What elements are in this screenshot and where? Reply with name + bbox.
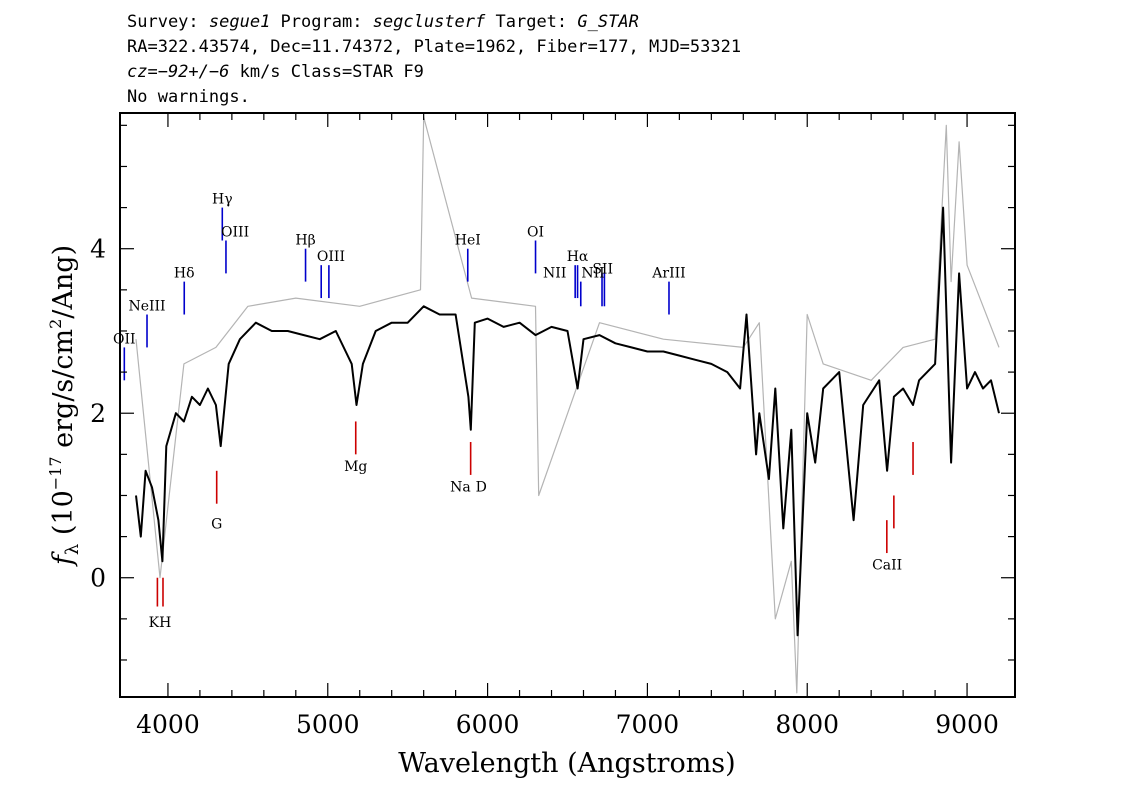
y-tick-label: 0 [90,564,106,593]
spectral-line-label: Hδ [174,266,195,282]
spectral-line-label: D [476,479,487,495]
spectral-line-label: NII [581,266,604,282]
header-line-4: No warnings. [127,87,250,107]
spectral-line-label: OI [527,224,544,240]
noise-series-line [135,116,1000,694]
spectral-line-label: OIII [317,249,345,265]
x-tick-label: 6000 [456,710,520,739]
spectral-line-label: NII [543,266,566,282]
x-axis-title: Wavelength (Angstroms) [398,748,735,779]
spectral-line-label: KH [149,615,172,631]
plot-frame [119,112,1016,698]
header-line-1: Survey: segue1 Program: segclusterf Targ… [127,12,639,32]
spectral-line-label: OII [113,331,136,347]
spectral-line-label: OIII [221,224,249,240]
flux-series-line [135,206,1000,637]
spectral-line-label: Hγ [212,191,233,207]
x-tick-label: 9000 [935,710,999,739]
spectral-line-label: Na [450,479,471,495]
header-line-3: cz=−92+/−6 km/s Class=STAR F9 [127,62,424,82]
x-tick-label: 5000 [296,710,360,739]
y-tick-label: 2 [90,399,106,428]
redshift-value: cz=−92+/−6 [127,62,230,82]
spectral-line-label: G [211,516,222,532]
y-axis-title: fλ (10−17 erg/s/cm2/Ang) [46,245,83,567]
y-tick-label: 4 [90,235,106,264]
ticks-layer: 4000 5000 6000 7000 8000 9000 0 2 4 [90,113,1015,739]
x-tick-label: 8000 [775,710,839,739]
spectral-line-label: Hα [567,249,589,265]
target-name: G_STAR [577,12,639,32]
spectral-line-label: NeIII [128,298,165,314]
header-line-2: RA=322.43574, Dec=11.74372, Plate=1962, … [127,37,742,57]
spectral-line-label: ArIII [651,266,685,282]
x-tick-label: 4000 [136,710,200,739]
spectral-line-label: SII [592,261,613,277]
program-name: segclusterf [372,12,486,32]
spectral-line-label: CaII [872,558,902,574]
spectral-line-label: Mg [344,459,367,475]
spectral-line-label: HeI [455,233,481,249]
x-tick-label: 7000 [616,710,680,739]
spectral-line-label: Hβ [295,233,315,249]
series-layer [135,116,1000,694]
survey-name: segue1 [208,12,271,32]
